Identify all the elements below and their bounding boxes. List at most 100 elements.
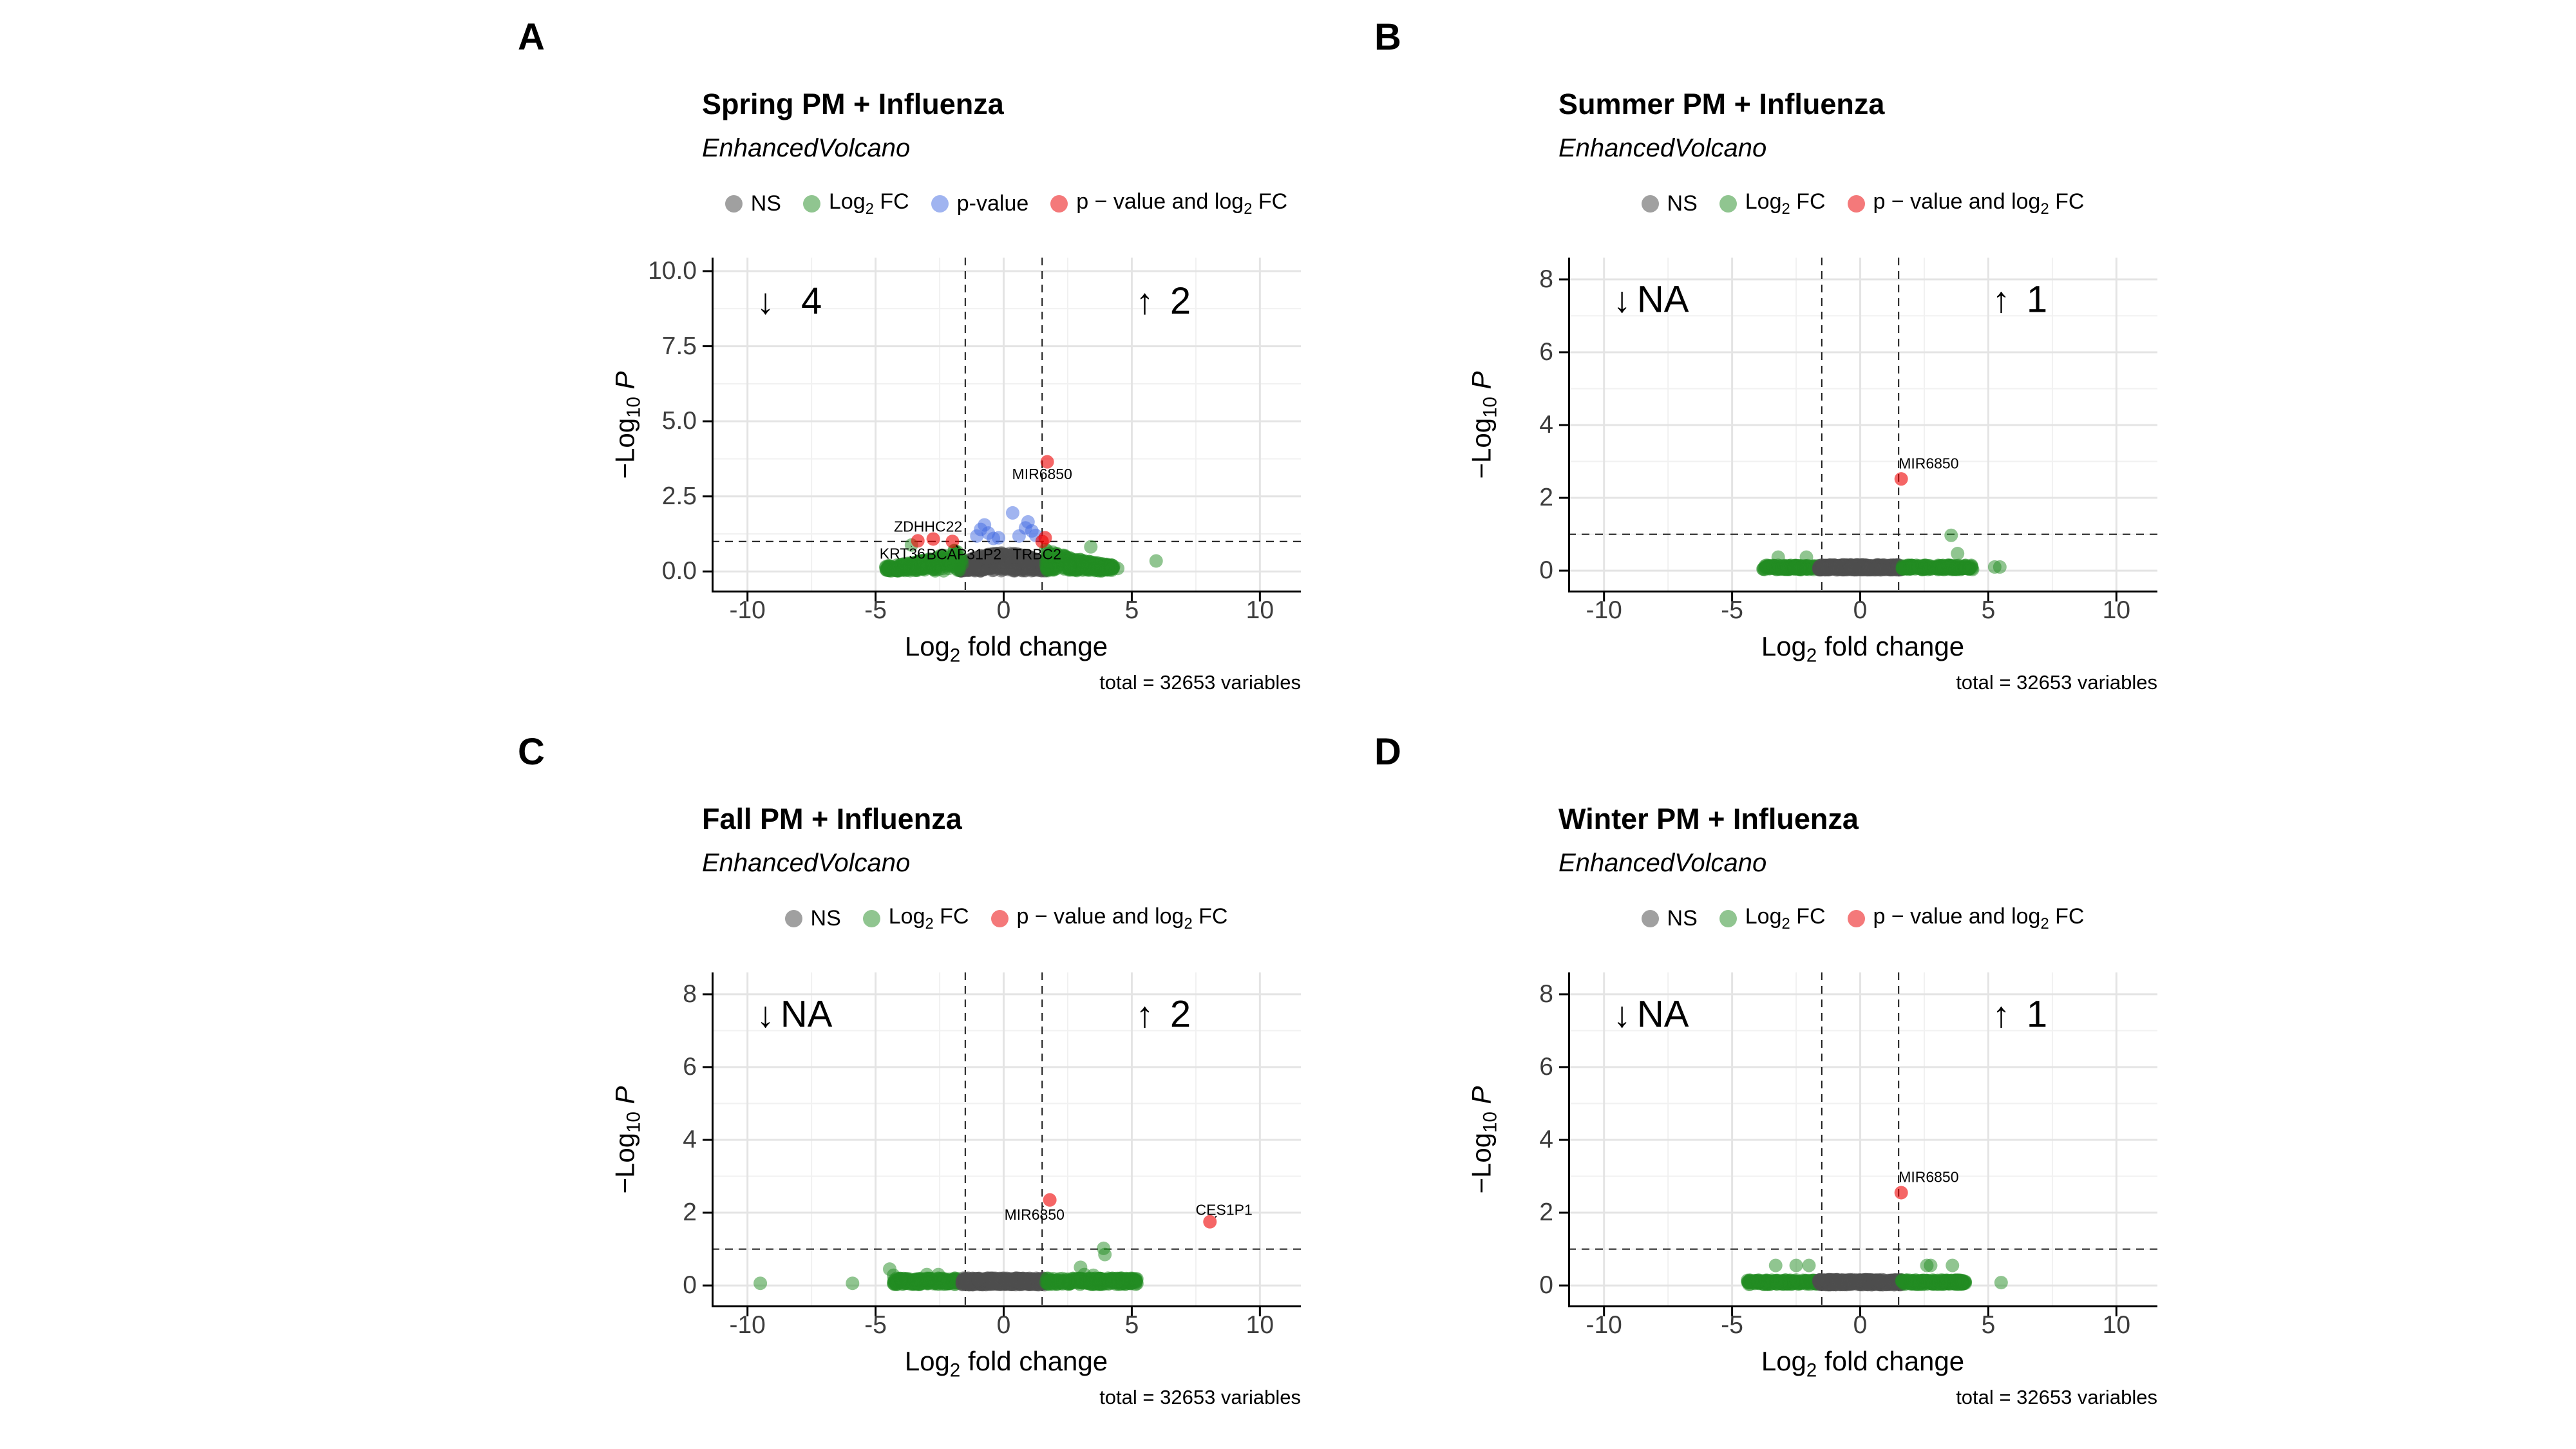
svg-text:TRBC2: TRBC2: [1013, 545, 1061, 562]
total-variables-caption: total = 32653 variables: [1956, 671, 2157, 694]
legend-label: p − value and log2 FC: [1873, 904, 2085, 933]
x-axis-title: Log2 fold change: [1761, 1346, 1965, 1381]
legend: NS Log2 FC p − value and log2 FC: [1568, 189, 2157, 218]
svg-text:NA: NA: [1637, 994, 1689, 1036]
y-tick-label: 4: [1539, 1126, 1553, 1153]
x-tick-label: 10: [2102, 1311, 2131, 1339]
y-tick-label: 0.0: [661, 557, 697, 585]
x-tick-label: 10: [2102, 596, 2131, 624]
y-tick-label: 8: [683, 980, 697, 1008]
y-tick-label: 6: [1539, 1052, 1553, 1081]
x-tick-label: 5: [1124, 1311, 1139, 1339]
panel-summer: B Summer PM + Influenza EnhancedVolcano …: [1346, 13, 2183, 712]
svg-text:MIR6850: MIR6850: [1005, 1206, 1065, 1223]
svg-text:↓: ↓: [757, 994, 775, 1035]
y-tick-label: 2.5: [661, 482, 697, 510]
legend-label: p-value: [956, 191, 1029, 216]
volcano-plot: MIR6850 ZDHHC22 KRT36 BCAP31P2 TRBC2 ↓ 4 ↑ 2: [703, 258, 1301, 601]
legend: NS Log2 FC p − value and log2 FC: [712, 904, 1301, 933]
legend: NS Log2 FC p-value p − value and log2 FC: [712, 189, 1301, 218]
panel-title: Fall PM + Influenza: [702, 802, 962, 835]
y-tick-label: 10.0: [648, 256, 697, 285]
x-tick-label: -5: [1721, 1311, 1743, 1339]
y-tick-label: 4: [683, 1126, 697, 1153]
legend-label: NS: [1667, 905, 1698, 931]
panel-letter: B: [1374, 16, 1401, 58]
volcano-plot: MIR6850 ↓ NA ↑ 1: [1559, 258, 2157, 601]
legend-item: p-value: [931, 191, 1029, 216]
svg-text:↓: ↓: [1613, 279, 1631, 320]
svg-text:KRT36: KRT36: [880, 545, 925, 562]
legend-dot-icon: [931, 194, 949, 213]
svg-text:MIR6850: MIR6850: [1899, 1169, 1958, 1186]
y-tick-label: 5.0: [661, 407, 697, 435]
legend-item: NS: [1641, 905, 1698, 931]
legend-dot-icon: [724, 194, 743, 213]
x-tick-label: -5: [864, 596, 887, 624]
y-tick-label: 2: [683, 1198, 697, 1227]
svg-text:1: 1: [2027, 279, 2047, 321]
svg-text:↑: ↑: [1992, 279, 2010, 320]
legend-dot-icon: [784, 909, 802, 927]
svg-text:MIR6850: MIR6850: [1899, 455, 1958, 471]
x-axis-title: Log2 fold change: [904, 631, 1108, 667]
legend-dot-icon: [1847, 194, 1865, 213]
y-tick-label: 0: [683, 1271, 697, 1300]
legend-label: NS: [1667, 191, 1698, 216]
x-axis-title: Log2 fold change: [1761, 631, 1965, 667]
x-tick-label: -5: [864, 1311, 887, 1339]
panel-subtitle: EnhancedVolcano: [1558, 134, 1767, 162]
legend-dot-icon: [1719, 194, 1737, 213]
legend-label: p − value and log2 FC: [1076, 189, 1288, 218]
legend-dot-icon: [1641, 194, 1659, 213]
legend-item: Log2 FC: [1719, 904, 1826, 933]
y-tick-label: 8: [1539, 265, 1553, 293]
legend-label: p − value and log2 FC: [1873, 189, 2085, 218]
svg-text:CES1P1: CES1P1: [1196, 1202, 1253, 1218]
legend-item: p − value and log2 FC: [990, 904, 1227, 933]
legend-label: Log2 FC: [1745, 189, 1826, 218]
x-axis-title: Log2 fold change: [904, 1346, 1108, 1381]
svg-text:↑: ↑: [1992, 994, 2010, 1035]
y-tick-label: 2: [1539, 1198, 1553, 1227]
svg-text:↑: ↑: [1135, 281, 1153, 321]
y-tick-label: 2: [1539, 484, 1553, 512]
x-tick-label: 5: [1124, 596, 1139, 624]
panel-winter: D Winter PM + Influenza EnhancedVolcano …: [1346, 728, 2183, 1426]
legend-item: Log2 FC: [862, 904, 969, 933]
svg-text:2: 2: [1170, 280, 1191, 322]
y-tick-label: 7.5: [661, 332, 697, 360]
legend-dot-icon: [802, 194, 820, 213]
x-tick-label: 5: [1981, 1311, 1996, 1339]
svg-text:2: 2: [1170, 994, 1191, 1036]
x-tick-label: -10: [729, 596, 766, 624]
x-tick-label: -10: [1586, 596, 1622, 624]
svg-text:1: 1: [2027, 994, 2047, 1036]
y-tick-label: 8: [1539, 980, 1553, 1008]
legend-dot-icon: [1050, 194, 1068, 213]
legend-label: Log2 FC: [828, 189, 909, 218]
y-tick-label: 0: [1539, 1271, 1553, 1300]
legend-item: NS: [784, 906, 841, 931]
x-tick-label: 0: [1853, 1311, 1868, 1339]
legend-item: p − value and log2 FC: [1847, 904, 2085, 933]
legend-item: Log2 FC: [1719, 189, 1826, 218]
y-tick-label: 6: [683, 1052, 697, 1081]
legend-dot-icon: [1719, 909, 1737, 927]
legend-item: NS: [724, 191, 781, 216]
svg-text:↓: ↓: [1613, 994, 1631, 1035]
volcano-plot: MIR6850 ↓ NA ↑ 1: [1559, 972, 2157, 1316]
legend-label: Log2 FC: [1745, 904, 1826, 933]
panel-subtitle: EnhancedVolcano: [702, 134, 911, 162]
panel-title: Summer PM + Influenza: [1558, 88, 1885, 120]
x-tick-label: 10: [1245, 1311, 1274, 1339]
x-tick-label: -5: [1721, 596, 1743, 624]
y-tick-label: 0: [1539, 556, 1553, 585]
legend: NS Log2 FC p − value and log2 FC: [1568, 904, 2157, 933]
legend-item: Log2 FC: [802, 189, 909, 218]
svg-text:BCAP31P2: BCAP31P2: [927, 545, 1001, 562]
legend-label: Log2 FC: [888, 904, 969, 933]
legend-dot-icon: [1847, 909, 1865, 927]
y-tick-label: 4: [1539, 411, 1553, 439]
legend-label: NS: [750, 191, 781, 216]
